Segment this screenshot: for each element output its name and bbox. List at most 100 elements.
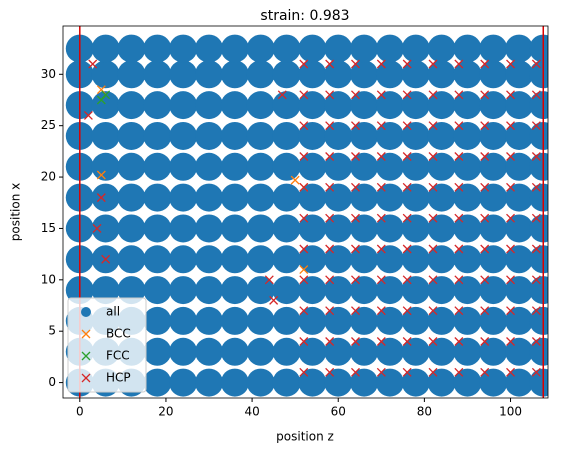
data-point [375,368,404,397]
data-point [375,91,404,120]
data-point [298,337,327,366]
data-point [479,306,508,335]
x-tick-label: 0 [76,405,84,419]
data-point [325,275,335,285]
y-tick-label: 20 [41,170,56,184]
data-point [298,91,327,120]
data-point [91,60,120,89]
data-point [506,213,515,223]
data-point [427,121,456,150]
data-point [246,34,275,63]
data-point [117,245,146,274]
data-point [195,34,224,63]
data-point [506,182,515,192]
data-point [401,34,430,63]
data-point [325,213,335,223]
data-point [324,276,353,305]
data-point [298,306,327,335]
data-point [506,367,515,377]
data-point [351,337,360,346]
data-point [401,276,430,305]
data-point [401,152,430,181]
data-point [324,34,353,63]
data-point [117,214,146,243]
data-point [195,337,224,366]
data-point [324,183,353,212]
data-point [220,368,249,397]
data-point [272,306,301,335]
data-point [350,121,379,150]
axes: 0 20 40 60 80 100 0 5 10 15 20 25 30 all BCC FCC HCP [41,25,549,419]
data-point [427,337,456,366]
data-point [479,152,508,181]
data-point [401,368,430,397]
data-point [195,152,224,181]
data-point [480,152,490,161]
data-point [506,121,515,131]
data-point [402,121,412,131]
data-point [91,121,120,150]
y-tick-label: 30 [41,67,56,81]
data-point [531,182,541,192]
y-axis-label: position x [9,183,23,241]
data-point [505,276,534,305]
data-point [506,90,515,100]
data-point [264,275,274,285]
data-point [220,214,249,243]
data-point [505,337,534,366]
data-point [143,368,172,397]
data-point [480,182,490,192]
data-point [169,152,198,181]
data-point [91,34,120,63]
data-point [143,306,172,335]
data-point [169,91,198,120]
data-point [505,152,534,181]
data-point [376,275,386,285]
data-point [169,276,198,305]
data-point [453,121,482,150]
data-point [299,367,309,377]
data-point [299,121,309,131]
data-point [454,121,464,131]
data-point [402,275,412,285]
data-point [325,152,335,161]
data-point [246,60,275,89]
data-point [427,60,456,89]
data-point [428,152,438,161]
data-point [96,170,106,180]
data-point [351,367,360,377]
data-point [453,306,482,335]
data-point [143,337,172,366]
data-point [91,152,120,181]
data-point [375,121,404,150]
data-point [453,91,482,120]
data-point [428,90,438,100]
data-point [195,214,224,243]
data-point [298,276,327,305]
data-point [220,183,249,212]
data-point [272,214,301,243]
data-point [299,90,309,100]
data-point [220,152,249,181]
data-point [272,245,301,274]
data-point [402,90,412,100]
data-point [246,91,275,120]
data-point [531,59,541,69]
data-point [479,337,508,366]
data-point [324,152,353,181]
data-point [506,306,515,316]
data-point [324,121,353,150]
data-point [427,34,456,63]
data-point [298,368,327,397]
data-point [351,59,360,69]
data-point [324,214,353,243]
data-point [454,367,464,377]
data-point [117,91,146,120]
data-point [272,368,301,397]
data-point [376,59,386,69]
data-point [479,245,508,274]
data-point [351,244,360,254]
data-point [506,337,515,346]
data-point [402,337,412,346]
data-point [376,121,386,131]
